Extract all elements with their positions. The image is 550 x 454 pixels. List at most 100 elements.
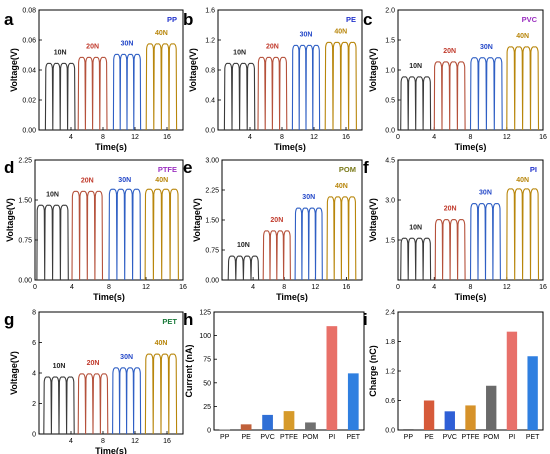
y-tick-label: 0.0 — [385, 428, 395, 435]
bar — [262, 414, 273, 430]
series-label: 10N — [237, 242, 250, 249]
x-tick-label: 12 — [503, 284, 511, 291]
y-tick-label: 1.50 — [18, 198, 32, 205]
x-tick-label: PTFE — [462, 434, 480, 441]
y-axis-label: Charge (nC) — [368, 345, 378, 397]
y-tick-label: 0.0 — [205, 128, 215, 135]
bar — [444, 411, 455, 430]
bar — [326, 326, 338, 430]
panel-letter: d — [4, 158, 14, 177]
x-tick-label: 8 — [282, 284, 286, 291]
x-tick-label: 12 — [142, 284, 150, 291]
y-tick-label: 6 — [32, 340, 36, 347]
series-line-30N — [108, 188, 141, 281]
series-label: 40N — [155, 30, 168, 37]
series-label: 40N — [334, 29, 347, 36]
series-label: 20N — [86, 44, 99, 51]
panel-letter: b — [183, 10, 193, 29]
series-label: 10N — [409, 63, 422, 70]
x-tick-label: POM — [483, 434, 499, 441]
bar — [219, 429, 231, 431]
y-tick-label: 1.2 — [385, 369, 395, 376]
series-line-30N — [291, 44, 321, 131]
panel-a: a 0.00 0.02 0.04 0.06 0.08 Voltage(V) 4 8 12 16 Tim… — [4, 8, 184, 152]
series-line-10N — [36, 204, 69, 281]
y-tick-label: 2.0 — [385, 8, 395, 15]
series-line-40N — [144, 188, 179, 281]
panel-letter: e — [183, 158, 192, 177]
y-axis-label: Voltage(V) — [368, 198, 378, 242]
x-tick-label: PE — [424, 434, 434, 441]
x-tick-label: PI — [329, 434, 336, 441]
y-tick-label: 4 — [32, 371, 36, 378]
series-line-30N — [294, 207, 323, 281]
y-tick-label: 0.6 — [385, 398, 395, 405]
series-label: 10N — [46, 191, 59, 198]
y-tick-label: 2 — [32, 401, 36, 408]
x-tick-label: PTFE — [280, 434, 298, 441]
y-axis-label: Voltage(V) — [9, 351, 19, 395]
series-label: 30N — [300, 32, 313, 39]
series-label: 40N — [155, 340, 168, 347]
series-line-40N — [324, 41, 357, 131]
chart-title: POM — [339, 165, 356, 174]
y-tick-label: 0.8 — [205, 68, 215, 75]
x-tick-label: PE — [241, 434, 251, 441]
x-tick-label: 8 — [107, 284, 111, 291]
panel-letter: g — [4, 310, 14, 329]
series-line-30N — [112, 53, 142, 131]
y-tick-label: 50 — [203, 380, 211, 387]
series-label: 10N — [233, 50, 246, 57]
panel-h: h 0 25 50 75 100 125 Current (nA) PP PE PVC PTFE POM… — [183, 310, 365, 441]
x-tick-label: 16 — [342, 134, 350, 141]
panel-g: g 0 2 4 6 8 Voltage(V) 4 8 12 16 Time(s) PET 10N 20N 30… — [4, 310, 184, 454]
series-label: 20N — [270, 217, 283, 224]
x-tick-label: 16 — [163, 134, 171, 141]
series-line-20N — [71, 190, 104, 281]
series-label: 30N — [120, 354, 133, 361]
series-label: 30N — [302, 194, 315, 201]
x-tick-label: PP — [220, 434, 230, 441]
x-tick-label: 16 — [539, 134, 547, 141]
series-line-20N — [434, 219, 466, 281]
y-tick-label: 0.00 — [22, 128, 36, 135]
y-tick-label: 3.0 — [385, 198, 395, 205]
series-line-10N — [400, 237, 432, 281]
x-tick-label: PI — [509, 434, 516, 441]
chart-title: PVC — [522, 15, 538, 24]
series-label: 30N — [480, 44, 493, 51]
x-tick-label: 12 — [131, 438, 139, 445]
x-tick-label: PET — [346, 434, 360, 441]
panel-d: d 0.00 0.75 1.50 2.25 Voltage(V) 0 4 8 12 16 Time(s… — [4, 158, 187, 303]
x-axis-label: Time(s) — [455, 142, 487, 152]
series-line-20N — [77, 56, 108, 131]
y-axis-label: Voltage(V) — [368, 48, 378, 92]
series-label: 30N — [118, 177, 131, 184]
chart-title: PI — [530, 165, 537, 174]
y-tick-label: 0.5 — [385, 98, 395, 105]
panel-letter: h — [183, 310, 193, 329]
series-label: 10N — [409, 224, 422, 231]
x-tick-label: 4 — [432, 134, 436, 141]
y-tick-label: 0.0 — [385, 128, 395, 135]
x-tick-label: 16 — [343, 284, 351, 291]
series-label: 40N — [155, 177, 168, 184]
series-label: 30N — [479, 190, 492, 197]
x-tick-label: 0 — [33, 284, 37, 291]
y-tick-label: 0.08 — [22, 8, 36, 15]
y-tick-label: 0.00 — [205, 278, 219, 285]
x-tick-label: PVC — [260, 434, 274, 441]
x-tick-label: 8 — [280, 134, 284, 141]
series-label: 40N — [335, 183, 348, 190]
chart-title: PE — [346, 15, 356, 24]
series-label: 20N — [87, 360, 100, 367]
x-tick-label: 12 — [310, 134, 318, 141]
y-tick-label: 1.50 — [205, 218, 219, 225]
x-tick-label: PVC — [443, 434, 457, 441]
x-tick-label: 12 — [503, 134, 511, 141]
y-axis-label: Current (nA) — [184, 345, 194, 398]
panel-letter: i — [363, 310, 368, 329]
y-axis-label: Voltage(V) — [5, 198, 15, 242]
bar — [240, 424, 252, 430]
y-tick-label: 2.25 — [205, 188, 219, 195]
